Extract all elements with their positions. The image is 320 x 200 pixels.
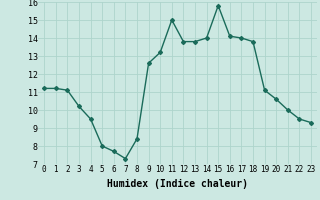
X-axis label: Humidex (Indice chaleur): Humidex (Indice chaleur) <box>107 179 248 189</box>
